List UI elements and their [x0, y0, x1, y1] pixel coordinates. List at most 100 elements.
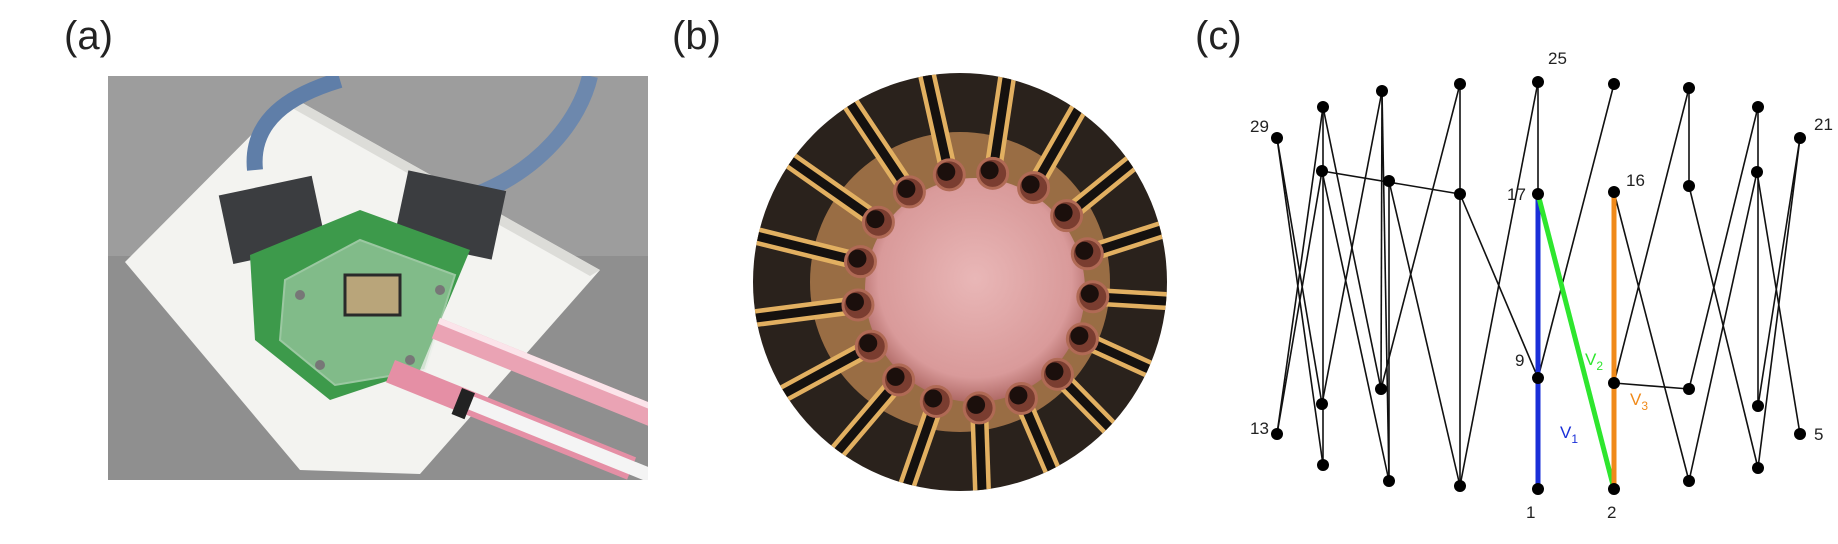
node-label-n13: 13	[1250, 419, 1269, 438]
graph-node-g4	[1752, 462, 1764, 474]
electrode-pads	[841, 156, 1110, 425]
graph-edge-28	[1688, 171, 1758, 482]
trace-lead-5	[1080, 334, 1167, 402]
panel-label-a: (a)	[64, 14, 113, 58]
electrode-pad-core-0	[980, 161, 999, 180]
trace-lead-9	[885, 399, 941, 491]
ribbon-cable-right	[472, 76, 598, 203]
node-label-n16: 16	[1626, 171, 1645, 190]
graph-edge-2	[1276, 106, 1324, 435]
graph-edge-26	[1757, 137, 1801, 407]
graph-edge-19	[1613, 87, 1690, 384]
trace-lead-3	[1085, 205, 1167, 259]
graph-edge-29	[1613, 382, 1690, 390]
node-label-n21: 21	[1814, 115, 1833, 134]
graph-edge-8	[1380, 90, 1383, 390]
graph-node-a2	[1316, 165, 1328, 177]
graph-node-g1	[1752, 101, 1764, 113]
electrode-pad-core-16	[937, 162, 956, 181]
graph-node-n29	[1271, 132, 1283, 144]
node-label-n17: 17	[1507, 185, 1526, 204]
graph-node-e2	[1608, 377, 1620, 389]
graph-node-f3	[1683, 383, 1695, 395]
electrode-micrograph	[753, 73, 1167, 491]
graph-node-f1	[1683, 82, 1695, 94]
device-photo	[108, 76, 648, 480]
chip-window	[343, 273, 402, 317]
highlight-edge-label-v2: V2	[1585, 350, 1603, 373]
graph-node-g3	[1752, 400, 1764, 412]
trace-lead-12	[753, 300, 859, 328]
electrode-pad-core-5	[1070, 326, 1089, 345]
syringe-lower	[386, 360, 648, 480]
graph-node-c1	[1383, 175, 1395, 187]
electrode-pad-core-1	[1021, 175, 1040, 194]
electrode-graph: V1 V2 V3 29 13 25 17 9 1 16 2 21 5	[1250, 49, 1833, 522]
graph-node-n25	[1532, 76, 1544, 88]
graph-edge-9	[1381, 90, 1390, 482]
electrode-pad-core-2	[1054, 203, 1073, 222]
culture-well	[865, 178, 1085, 402]
electrode-pad-core-12	[845, 292, 864, 311]
electrode-pad-core-6	[1045, 362, 1064, 381]
syringe-upper	[431, 317, 648, 429]
graph-node-n21	[1794, 132, 1806, 144]
electrode-pad-core-8	[967, 395, 986, 414]
electrode-pad-core-11	[859, 334, 878, 353]
highlight-edge-v2	[1535, 193, 1617, 490]
node-label-n2: 2	[1607, 503, 1616, 522]
graph-node-a4	[1317, 459, 1329, 471]
panel-label-c: (c)	[1195, 14, 1242, 58]
graph-node-b1	[1376, 85, 1388, 97]
electrode-pad-core-14	[866, 210, 885, 229]
graph-edge-17	[1459, 81, 1539, 487]
graph-node-g2	[1751, 166, 1763, 178]
trace-lead-16	[913, 73, 954, 176]
trace-lead-7	[1017, 396, 1082, 491]
graph-node-n1	[1532, 483, 1544, 495]
graph-node-n16	[1608, 186, 1620, 198]
trace-lead-8	[974, 407, 989, 491]
node-label-n1: 1	[1526, 503, 1535, 522]
graph-node-n5	[1794, 428, 1806, 440]
graph-node-e1	[1608, 78, 1620, 90]
node-label-n25: 25	[1548, 49, 1567, 68]
graph-edge-27	[1757, 137, 1801, 469]
graph-node-f2	[1683, 180, 1695, 192]
graph-node-d2	[1454, 188, 1466, 200]
graph-node-d1	[1454, 78, 1466, 90]
graph-node-c2	[1383, 475, 1395, 487]
graph-node-n2	[1608, 483, 1620, 495]
graph-edge-7	[1322, 106, 1382, 390]
graph-node-d3	[1454, 480, 1466, 492]
graph-node-a1	[1317, 101, 1329, 113]
trace-lead-13	[753, 223, 862, 267]
graph-node-f4	[1683, 475, 1695, 487]
panel-label-b: (b)	[672, 14, 721, 58]
highlight-edge-label-v3: V3	[1630, 390, 1648, 413]
graph-node-n13	[1271, 428, 1283, 440]
electrode-pad-core-13	[848, 249, 867, 268]
electrode-pad-core-3	[1075, 241, 1094, 260]
electrode-pad-core-7	[1009, 386, 1028, 405]
node-label-n29: 29	[1250, 117, 1269, 136]
electrode-pad-core-10	[886, 367, 905, 386]
ribbon-cable-left	[246, 76, 343, 171]
graph-node-n17	[1532, 188, 1544, 200]
graph-node-b2	[1375, 383, 1387, 395]
graph-edge-5	[1321, 170, 1390, 482]
electrode-pad-core-15	[897, 179, 916, 198]
graph-node-a3	[1316, 398, 1328, 410]
graph-edge-23	[1688, 106, 1759, 390]
graph-edge-11	[1388, 180, 1461, 487]
trace-lead-0	[988, 73, 1019, 174]
trace-lead-4	[1092, 292, 1167, 310]
node-label-n9: 9	[1515, 351, 1524, 370]
graph-edge-20	[1613, 191, 1690, 482]
electrode-pad-core-4	[1080, 284, 1099, 303]
node-label-n5: 5	[1814, 425, 1823, 444]
highlight-edge-label-v1: V1	[1560, 423, 1578, 446]
graph-edge-3	[1276, 170, 1323, 435]
graph-edge-12	[1380, 83, 1461, 390]
